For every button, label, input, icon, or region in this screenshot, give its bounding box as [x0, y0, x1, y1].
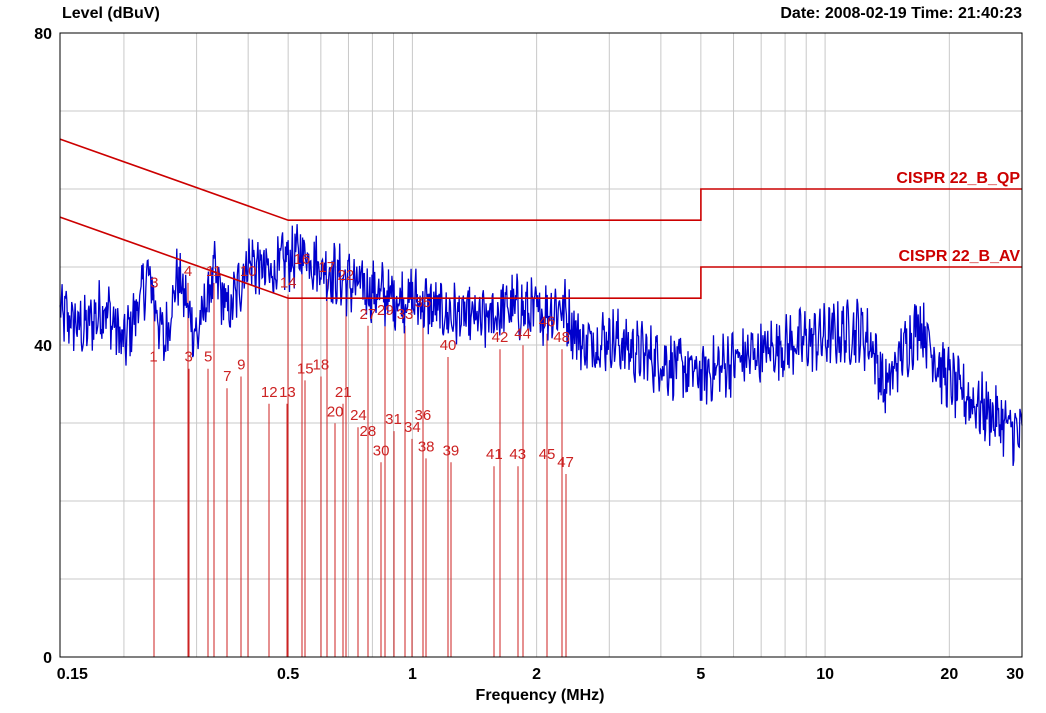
marker-label: 18: [312, 357, 329, 374]
marker-label: 43: [509, 446, 526, 463]
measurement-trace-group: [59, 224, 1023, 466]
marker-label: 44: [514, 325, 531, 342]
y-tick-label: 0: [43, 650, 52, 667]
marker-label: 13: [279, 384, 296, 401]
marker-label: 7: [223, 368, 231, 385]
grid-lines: [60, 32, 1023, 658]
x-tick-label: 0.5: [277, 666, 299, 683]
marker-label: 22: [338, 267, 355, 284]
marker-label: 29: [377, 302, 394, 319]
marker-label: 9: [237, 357, 245, 374]
limit-line: [59, 216, 1022, 300]
marker-label: 21: [335, 384, 352, 401]
marker-label: 36: [414, 407, 431, 424]
marker-label: 12: [261, 384, 278, 401]
marker-label: 16: [294, 251, 311, 268]
x-tick-label: 1: [408, 666, 417, 683]
marker-label: 5: [204, 349, 212, 366]
marker-label: 39: [443, 442, 460, 459]
marker-label: 34: [404, 419, 421, 436]
y-tick-label: 80: [34, 26, 52, 43]
marker-label: 14: [280, 275, 297, 292]
x-tick-label: 0.15: [57, 666, 88, 683]
marker-drop-lines: [153, 271, 567, 657]
marker-label: 10: [240, 263, 257, 280]
marker-label: 46: [539, 314, 556, 331]
x-tick-label: 2: [532, 666, 541, 683]
y-axis-label: Level (dBuV): [62, 5, 160, 22]
marker-label: 48: [553, 329, 570, 346]
marker-label: 15: [297, 360, 314, 377]
y-tick-label: 40: [34, 338, 52, 355]
limit-label: CISPR 22_B_AV: [898, 248, 1020, 265]
marker-label: 27: [360, 306, 377, 323]
marker-label: 35: [414, 294, 431, 311]
marker-label: 20: [327, 403, 344, 420]
marker-label: 24: [350, 407, 367, 424]
marker-label: 41: [486, 446, 503, 463]
marker-label: 11: [206, 263, 222, 280]
date-time-stamp: Date: 2008-02-19 Time: 21:40:23: [780, 5, 1022, 22]
marker-label: 3: [150, 275, 158, 292]
marker-label: 40: [440, 337, 457, 354]
marker-label: 45: [539, 446, 556, 463]
x-tick-label: 20: [940, 666, 958, 683]
x-tick-label: 5: [696, 666, 705, 683]
plot-frame: [59, 32, 1023, 658]
limit-lines: CISPR 22_B_QP CISPR 22_B_AV: [59, 138, 1022, 300]
marker-label: 17: [318, 259, 335, 276]
marker-label: 4: [184, 263, 192, 280]
measurement-trace: [59, 224, 1023, 466]
limit-label: CISPR 22_B_QP: [896, 170, 1020, 187]
limit-line: [59, 138, 1022, 221]
marker-label: 42: [492, 329, 509, 346]
x-tick-label: 30: [1006, 666, 1024, 683]
marker-label: 33: [397, 306, 414, 323]
marker-label: 3: [184, 349, 192, 366]
x-tick-label: 10: [816, 666, 834, 683]
marker-label: 47: [557, 454, 574, 471]
marker-label: 38: [418, 438, 435, 455]
marker-label: 28: [360, 423, 377, 440]
marker-label: 1: [149, 349, 157, 366]
marker-label: 31: [385, 411, 402, 428]
x-axis-label: Frequency (MHz): [476, 687, 605, 704]
marker-label: 30: [373, 442, 390, 459]
